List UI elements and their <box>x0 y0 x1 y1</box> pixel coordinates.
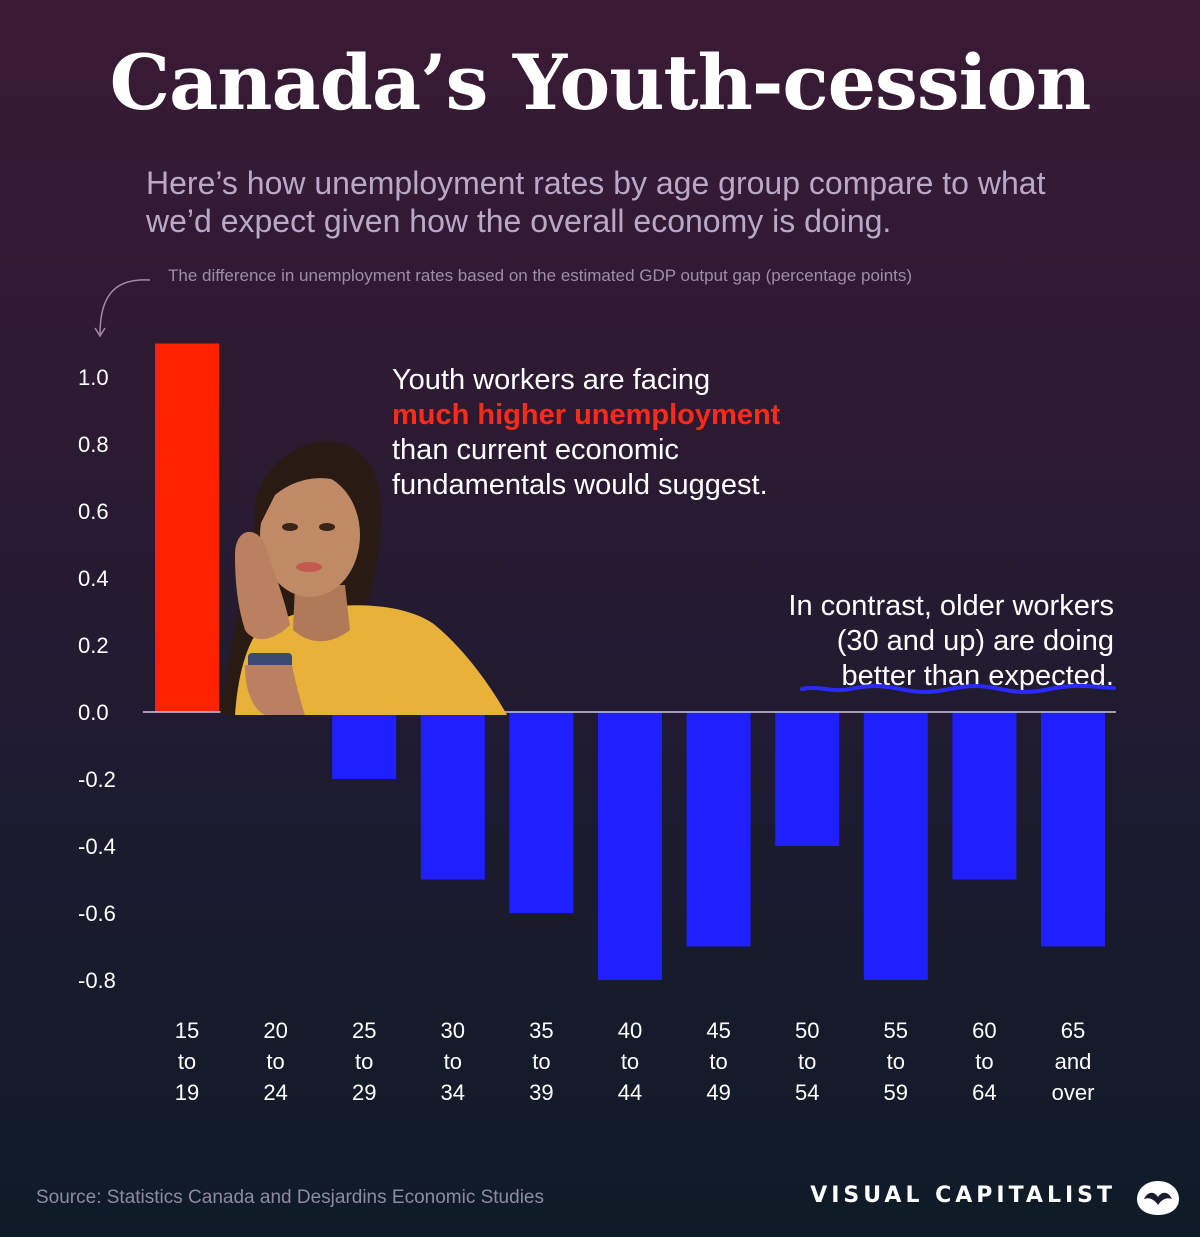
x-category-label: 55 <box>884 1018 908 1043</box>
brand-name: VISUAL CAPITALIST <box>810 1183 1116 1208</box>
x-category-label: 65 <box>1061 1018 1085 1043</box>
youth-annotation-line1: Youth workers are facing <box>392 364 711 396</box>
y-tick-label: -0.8 <box>78 968 116 993</box>
older-annotation: In contrast, older workers (30 and up) a… <box>694 589 1114 694</box>
x-category-label: to <box>887 1049 905 1074</box>
youth-annotation-rest: than current economic fundamentals would… <box>392 434 768 501</box>
bar-30-to-34 <box>420 712 485 880</box>
source-note: Source: Statistics Canada and Desjardins… <box>36 1187 544 1208</box>
x-category-label: 59 <box>884 1080 908 1105</box>
x-axis: 15 to 19 20 to 24 25 to 29 30 to 34 35 to 39 40 to 44 45 to… <box>175 1018 1095 1105</box>
bar-15-to-19 <box>155 343 219 712</box>
underline-squiggle <box>800 683 1116 694</box>
unit-note: The difference in unemployment rates bas… <box>168 266 913 285</box>
x-category-label: to <box>355 1049 373 1074</box>
x-category-label: 25 <box>352 1018 376 1043</box>
young-woman-photo <box>220 441 507 715</box>
chart-subtitle: Here’s how unemployment rates by age gro… <box>146 165 1046 239</box>
x-category-label: 39 <box>529 1080 553 1105</box>
x-category-label: to <box>266 1049 284 1074</box>
x-category-label: and <box>1055 1049 1092 1074</box>
x-category-label: to <box>621 1049 639 1074</box>
y-tick-label: 0.6 <box>78 499 109 524</box>
x-category-label: 45 <box>706 1018 730 1043</box>
x-category-label: to <box>178 1049 196 1074</box>
x-category-label: 24 <box>263 1080 287 1105</box>
x-category-label: 40 <box>618 1018 642 1043</box>
x-category-label: 64 <box>972 1080 996 1105</box>
x-category-label: to <box>798 1049 816 1074</box>
older-annotation-line2: (30 and up) are doing <box>836 625 1114 657</box>
bar-40-to-44 <box>598 712 662 980</box>
x-category-label: 34 <box>441 1080 465 1105</box>
bar-55-to-59 <box>863 712 928 980</box>
visual-capitalist-logo-icon <box>1137 1181 1179 1215</box>
x-category-label: 29 <box>352 1080 376 1105</box>
x-category-label: 50 <box>795 1018 819 1043</box>
x-category-label: 15 <box>175 1018 199 1043</box>
x-category-label: over <box>1052 1080 1095 1105</box>
x-category-label: 20 <box>263 1018 287 1043</box>
y-tick-label: -0.4 <box>78 834 116 859</box>
x-category-label: 30 <box>441 1018 465 1043</box>
y-tick-label: 0.8 <box>78 432 109 457</box>
bar-25-to-29 <box>332 712 397 779</box>
y-axis: 1.0 0.8 0.6 0.4 0.2 0.0 -0.2 -0.4 -0.6 -0.8 <box>78 365 116 993</box>
x-category-label: 19 <box>175 1080 199 1105</box>
bar-60-to-64 <box>952 712 1017 880</box>
older-annotation-line1: In contrast, older workers <box>788 590 1114 622</box>
y-tick-label: -0.2 <box>78 767 116 792</box>
bar-45-to-49 <box>686 712 751 947</box>
y-tick-label: 0.0 <box>78 700 109 725</box>
x-category-label: 60 <box>972 1018 996 1043</box>
x-category-label: 49 <box>706 1080 730 1105</box>
y-tick-label: 0.4 <box>78 566 109 591</box>
youth-annotation: Youth workers are facing much higher une… <box>392 363 832 503</box>
curved-arrow-icon <box>94 279 151 338</box>
y-tick-label: 0.2 <box>78 633 109 658</box>
x-category-label: to <box>975 1049 993 1074</box>
x-category-label: to <box>709 1049 727 1074</box>
bar-35-to-39 <box>509 712 574 913</box>
x-category-label: 54 <box>795 1080 819 1105</box>
y-tick-label: -0.6 <box>78 901 116 926</box>
x-category-label: 44 <box>618 1080 642 1105</box>
x-category-label: 35 <box>529 1018 553 1043</box>
x-category-label: to <box>532 1049 550 1074</box>
bar-50-to-54 <box>775 712 840 846</box>
x-category-label: to <box>444 1049 462 1074</box>
youth-annotation-highlight: much higher unemployment <box>392 399 781 431</box>
y-tick-label: 1.0 <box>78 365 109 390</box>
chart-title: Canada’s Youth-cession <box>109 38 1092 127</box>
bar-65-and-over <box>1041 712 1105 947</box>
bars <box>155 343 1105 980</box>
